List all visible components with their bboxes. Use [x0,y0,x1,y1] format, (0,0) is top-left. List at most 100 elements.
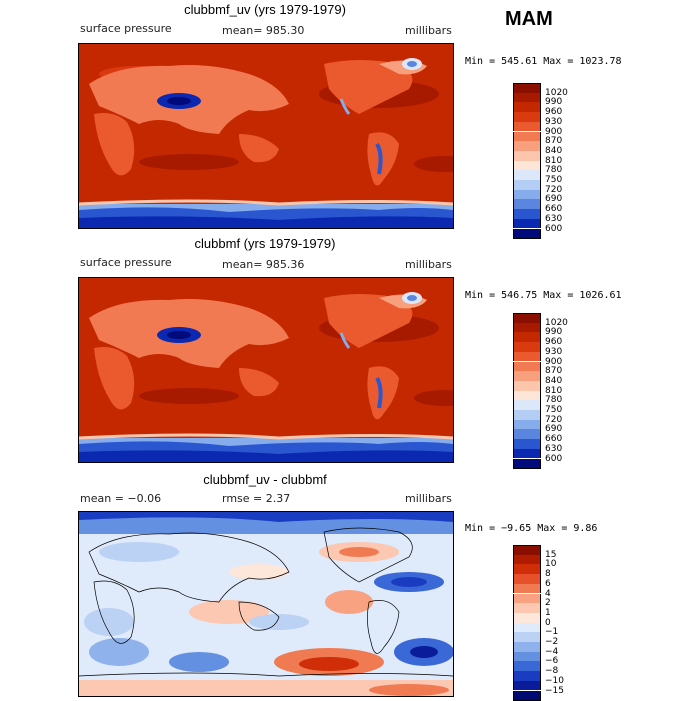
colorbar-swatch [513,102,541,112]
panel-1-left-label: surface pressure [80,22,172,35]
colorbar-level-label: 780 [545,165,562,175]
colorbar-swatch [513,371,541,381]
colorbar-level-label: 960 [545,107,562,117]
colorbar-swatch [513,219,541,229]
colorbar-swatch [513,439,541,449]
colorbar-level-label: 2 [545,598,551,608]
colorbar-level-label: 720 [545,185,562,195]
panel-2-center-label: mean= 985.36 [222,258,304,271]
colorbar-level-label: −10 [545,676,564,686]
colorbar-level-label: 960 [545,337,562,347]
colorbar-swatch [513,564,541,574]
colorbar-swatch [513,381,541,391]
colorbar-level-label: 600 [545,224,562,234]
colorbar-level-label: 600 [545,454,562,464]
difference-map [79,512,453,696]
colorbar-swatch [513,594,541,604]
panel-3-right-label: millibars [405,492,452,505]
surface-pressure-map-2 [79,278,453,462]
panel-3-center-label: rmse = 2.37 [222,492,290,505]
colorbar-swatch [513,209,541,219]
colorbar-level-label: 4 [545,589,551,599]
colorbar-swatch [513,429,541,439]
colorbar-swatch [513,391,541,401]
colorbar-level-label: 750 [545,175,562,185]
colorbar-level-label: 900 [545,357,562,367]
panel-3-left-label: mean = −0.06 [80,492,161,505]
panel-2-left-label: surface pressure [80,256,172,269]
colorbar-swatch [513,151,541,161]
colorbar-level-label: −8 [545,666,558,676]
colorbar-level-label: 1 [545,608,551,618]
colorbar-level-label: 810 [545,156,562,166]
colorbar-swatch [513,400,541,410]
surface-pressure-map-1 [79,44,453,228]
colorbar-swatch [513,93,541,103]
colorbar-level-label: −1 [545,627,558,637]
colorbar-swatch [513,323,541,333]
colorbar-level-label: 870 [545,136,562,146]
panel-1-minmax: Min = 545.61 Max = 1023.78 [465,56,700,67]
colorbar-swatch [513,132,541,142]
colorbar-swatch [513,681,541,691]
colorbar-swatch [513,603,541,613]
colorbar-swatch [513,642,541,652]
colorbar-swatch [513,362,541,372]
panel-3-title: clubbmf_uv - clubbmf [78,472,452,487]
colorbar-level-label: 630 [545,444,562,454]
colorbar-swatch [513,574,541,584]
colorbar-swatch [513,141,541,151]
colorbar-level-label: −4 [545,647,558,657]
colorbar-level-label: −6 [545,656,558,666]
colorbar-swatch [513,170,541,180]
panel-2-title: clubbmf (yrs 1979-1979) [78,236,452,251]
colorbar-swatch [513,449,541,459]
panel-3-minmax: Min = −9.65 Max = 9.86 [465,523,700,534]
colorbar-level-label: 840 [545,376,562,386]
colorbar-swatch [513,420,541,430]
colorbar-level-label: 6 [545,579,551,589]
colorbar-swatch [513,623,541,633]
colorbar-level-label: 690 [545,424,562,434]
season-label: MAM [505,8,553,31]
colorbar-level-label: 630 [545,214,562,224]
colorbar-level-label: 660 [545,434,562,444]
colorbar-swatch [513,161,541,171]
colorbar-level-label: 720 [545,415,562,425]
colorbar-swatch [513,229,541,240]
colorbar-level-label: 990 [545,327,562,337]
colorbar-swatch [513,613,541,623]
colorbar-level-label: 660 [545,204,562,214]
panel-2-map [78,277,454,463]
colorbar-swatch [513,190,541,200]
colorbar-swatch [513,661,541,671]
panel-3-map [78,511,454,697]
colorbar-swatch [513,632,541,642]
colorbar-swatch [513,410,541,420]
colorbar-swatch [513,122,541,132]
colorbar-level-label: 0 [545,618,551,628]
colorbar-level-label: 8 [545,569,551,579]
colorbar-swatch [513,180,541,190]
colorbar-level-label: 990 [545,97,562,107]
panel-1-map [78,43,454,229]
colorbar-level-label: 10 [545,559,556,569]
panel-1-title: clubbmf_uv (yrs 1979-1979) [78,2,452,17]
colorbar-swatch [513,342,541,352]
colorbar-level-label: 690 [545,194,562,204]
colorbar-level-label: −2 [545,637,558,647]
colorbar-level-label: 900 [545,127,562,137]
colorbar-swatch [513,459,541,470]
colorbar-level-label: 930 [545,117,562,127]
panel-2-minmax: Min = 546.75 Max = 1026.61 [465,290,700,301]
colorbar-level-label: 15 [545,550,556,560]
colorbar-swatch [513,652,541,662]
colorbar-swatch [513,555,541,565]
panel-1-center-label: mean= 985.30 [222,24,304,37]
colorbar-swatch [513,332,541,342]
colorbar-level-label: 810 [545,386,562,396]
colorbar-swatch [513,584,541,594]
colorbar-swatch [513,112,541,122]
panel-1-right-label: millibars [405,24,452,37]
colorbar-level-label: 870 [545,366,562,376]
